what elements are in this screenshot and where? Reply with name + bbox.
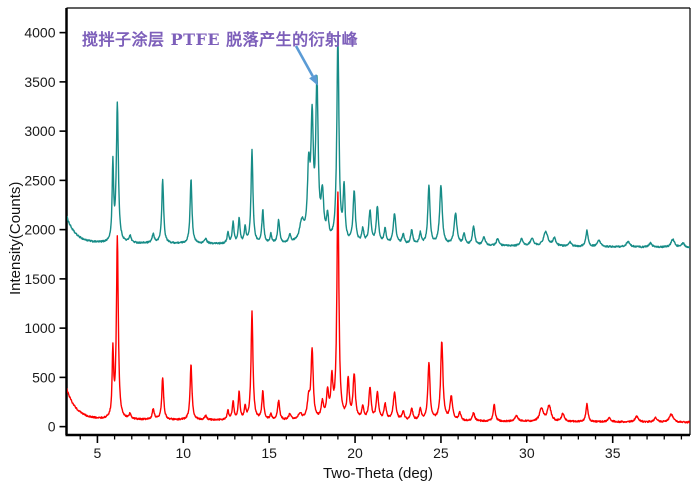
- x-tick-label: 15: [261, 445, 277, 461]
- x-tick-label: 10: [176, 445, 192, 461]
- y-tick-label: 3000: [24, 123, 55, 139]
- y-tick-label: 1000: [24, 320, 55, 336]
- y-tick-label: 2500: [24, 172, 55, 188]
- annotation-text: 搅拌子涂层 PTFE 脱落产生的衍射峰: [82, 30, 359, 49]
- upper-teal-pattern-curve: [67, 36, 690, 249]
- curves-group: [67, 36, 690, 424]
- x-tick-label: 35: [605, 445, 621, 461]
- y-tick-label: 1500: [24, 271, 55, 287]
- axis-ticks: [59, 31, 683, 443]
- y-tick-label: 3500: [24, 74, 55, 90]
- x-tick-label: 20: [347, 445, 363, 461]
- x-tick-label: 30: [519, 445, 535, 461]
- plot-frame: [65, 7, 691, 437]
- y-tick-label: 0: [48, 419, 56, 435]
- x-axis-title: Two-Theta (deg): [323, 465, 433, 482]
- annotation-arrow: [294, 45, 319, 86]
- x-tick-label: 25: [433, 445, 449, 461]
- y-tick-label: 2000: [24, 222, 55, 238]
- y-axis-title: Intensity(Counts): [7, 182, 24, 295]
- y-tick-label: 4000: [24, 25, 55, 41]
- x-tick-label: 5: [94, 445, 102, 461]
- axis-tick-labels: 5 10 15 20 25 30 35 0 500 1000 1500 2000 2500 3000 350…: [24, 25, 620, 461]
- y-tick-label: 500: [32, 369, 56, 385]
- lower-red-pattern-curve: [67, 191, 690, 424]
